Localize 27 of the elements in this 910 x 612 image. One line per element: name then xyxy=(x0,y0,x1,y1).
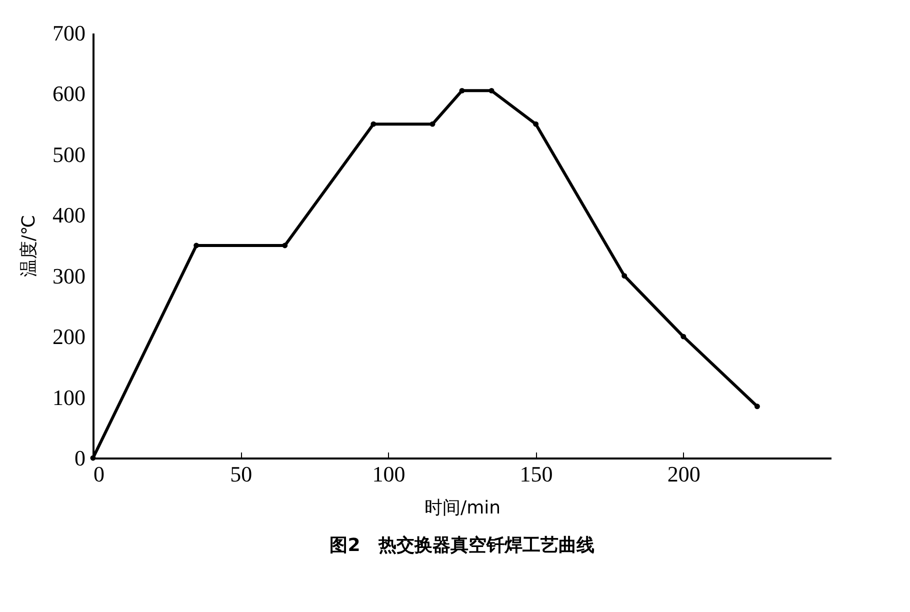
y-tick-label: 600 xyxy=(52,81,86,106)
y-tick-label: 500 xyxy=(52,142,86,167)
point xyxy=(90,455,96,461)
x-tick-label: 100 xyxy=(372,462,406,486)
y-tick-label: 200 xyxy=(52,324,86,350)
point xyxy=(680,334,686,340)
y-tick-label: 300 xyxy=(52,263,86,288)
y-tick-label: 0 xyxy=(74,446,86,470)
x-tick-label: 0 xyxy=(94,462,104,486)
point xyxy=(282,242,288,248)
text: 图2 热交换器真空钎焊工艺曲线 xyxy=(330,535,594,556)
point xyxy=(622,273,628,279)
point xyxy=(488,88,494,94)
point xyxy=(194,242,200,248)
x-tick-label: 150 xyxy=(520,462,553,486)
point xyxy=(533,121,539,127)
y-axis-title: 温度/℃ xyxy=(18,214,40,278)
y-tick-label: 700 xyxy=(52,20,86,46)
x-tick-label: 200 xyxy=(667,462,700,486)
y-tick-label: 400 xyxy=(52,202,86,228)
x-axis-title: 时间/min xyxy=(424,498,501,518)
point xyxy=(430,121,436,127)
point xyxy=(370,121,376,127)
y-tick-label: 100 xyxy=(52,384,86,410)
point xyxy=(459,88,465,94)
x-tick-label: 50 xyxy=(230,462,252,486)
point xyxy=(754,404,760,410)
